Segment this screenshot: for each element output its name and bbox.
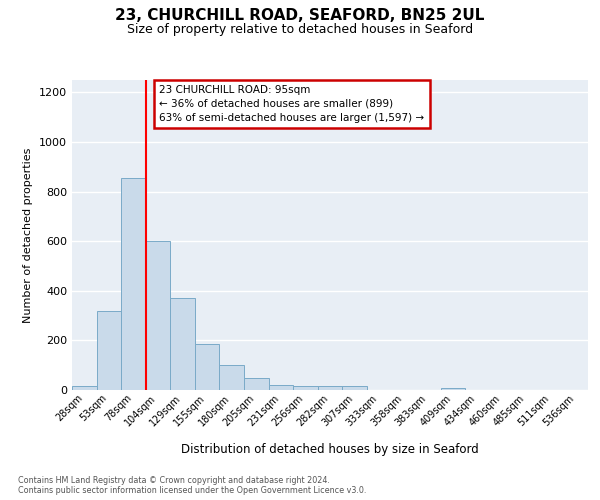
Bar	[269, 384, 293, 390]
Bar	[146, 241, 170, 390]
Text: Size of property relative to detached houses in Seaford: Size of property relative to detached ho…	[127, 22, 473, 36]
Text: Distribution of detached houses by size in Seaford: Distribution of detached houses by size …	[181, 442, 479, 456]
Bar	[293, 386, 318, 390]
Bar	[318, 386, 342, 390]
Text: Contains HM Land Registry data © Crown copyright and database right 2024.
Contai: Contains HM Land Registry data © Crown c…	[18, 476, 367, 495]
Bar	[97, 310, 121, 390]
Bar	[72, 386, 97, 390]
Y-axis label: Number of detached properties: Number of detached properties	[23, 148, 34, 322]
Bar	[342, 386, 367, 390]
Text: 23 CHURCHILL ROAD: 95sqm
← 36% of detached houses are smaller (899)
63% of semi-: 23 CHURCHILL ROAD: 95sqm ← 36% of detach…	[159, 85, 424, 123]
Bar	[170, 298, 195, 390]
Text: 23, CHURCHILL ROAD, SEAFORD, BN25 2UL: 23, CHURCHILL ROAD, SEAFORD, BN25 2UL	[115, 8, 485, 22]
Bar	[244, 378, 269, 390]
Bar	[121, 178, 146, 390]
Bar	[440, 388, 465, 390]
Bar	[220, 365, 244, 390]
Bar	[195, 344, 220, 390]
